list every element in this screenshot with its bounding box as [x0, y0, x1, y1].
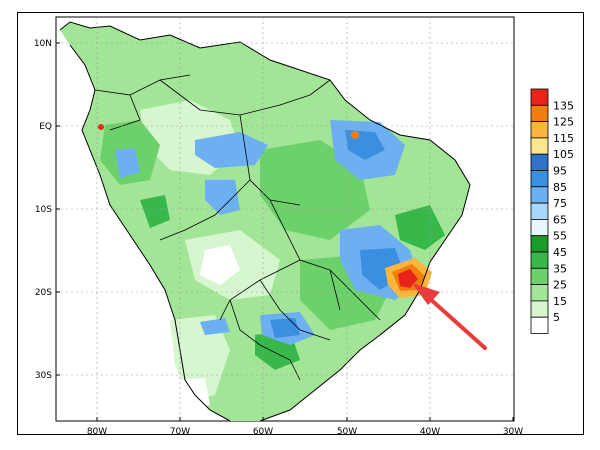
extreme-rain-core [398, 269, 418, 288]
colorbar-swatch [530, 218, 549, 237]
lat-label-10s: 10S [35, 205, 52, 215]
lon-label-70w: 70W [170, 427, 190, 437]
colorbar-label: 95 [553, 165, 567, 178]
colorbar-swatch [530, 316, 549, 334]
white-patch-1 [200, 245, 240, 285]
lon-label-40w: 40W [420, 427, 440, 437]
green-area-6 [395, 205, 445, 250]
lat-label-20s: 20S [35, 288, 52, 298]
blue-area-6 [115, 148, 140, 178]
lat-label-10n: 10N [34, 39, 52, 49]
green-area-5 [140, 195, 170, 228]
colorbar-label: 75 [553, 197, 567, 210]
colorbar-swatch [530, 121, 549, 139]
colorbar-label: 35 [553, 262, 567, 275]
arrow-annotation [412, 283, 487, 350]
country-borders [94, 74, 381, 381]
lon-label-30w: 30W [503, 427, 523, 437]
colorbar-label: 25 [553, 279, 567, 292]
colorbar-label: 15 [553, 295, 567, 308]
colorbar-label: 135 [553, 99, 574, 112]
colorbar-label: 45 [553, 246, 567, 259]
blue-area-7 [200, 318, 230, 335]
colorbar-label: 55 [553, 230, 567, 243]
grid [56, 17, 514, 421]
colorbar-label: 125 [553, 116, 574, 129]
colorbar-swatch [530, 251, 549, 269]
colorbar-swatch [530, 186, 549, 204]
axis-ticks [56, 42, 514, 421]
colorbar-swatch [530, 137, 549, 155]
colorbar-swatch [530, 153, 549, 171]
colorbar-swatch [530, 170, 549, 188]
colorbar-swatch [530, 104, 549, 123]
lon-label-50w: 50W [337, 427, 357, 437]
colorbar-label: 5 [553, 311, 560, 324]
colorbar-swatch [530, 88, 549, 106]
colorbar-swatch [530, 235, 549, 253]
lon-label-80w: 80W [87, 427, 107, 437]
blue-area-2 [205, 180, 240, 215]
lat-label-eq: EQ [39, 122, 52, 132]
colorbar-label: 105 [553, 148, 574, 161]
colorbar-label: 115 [553, 132, 574, 145]
colorbar-label: 65 [553, 213, 567, 226]
blue-area-1 [195, 132, 268, 168]
coastline [59, 21, 471, 421]
north-coast-hotspot [351, 131, 359, 139]
colorbar-swatch [530, 300, 549, 318]
blue-dark-3 [270, 318, 300, 338]
arrow-shaft [426, 295, 487, 350]
colorbar-swatch [530, 202, 549, 220]
colorbar-legend: 135 125 115 105 95 85 75 65 55 45 35 25 15 5 [530, 88, 574, 334]
ecuador-hotspot [98, 124, 104, 130]
colorbar-swatch [530, 267, 549, 285]
colorbar-label: 85 [553, 181, 567, 194]
lat-label-30s: 30S [35, 371, 52, 381]
lon-label-60w: 60W [253, 427, 273, 437]
arrow-head [412, 283, 440, 305]
colorbar-swatch [530, 284, 549, 302]
